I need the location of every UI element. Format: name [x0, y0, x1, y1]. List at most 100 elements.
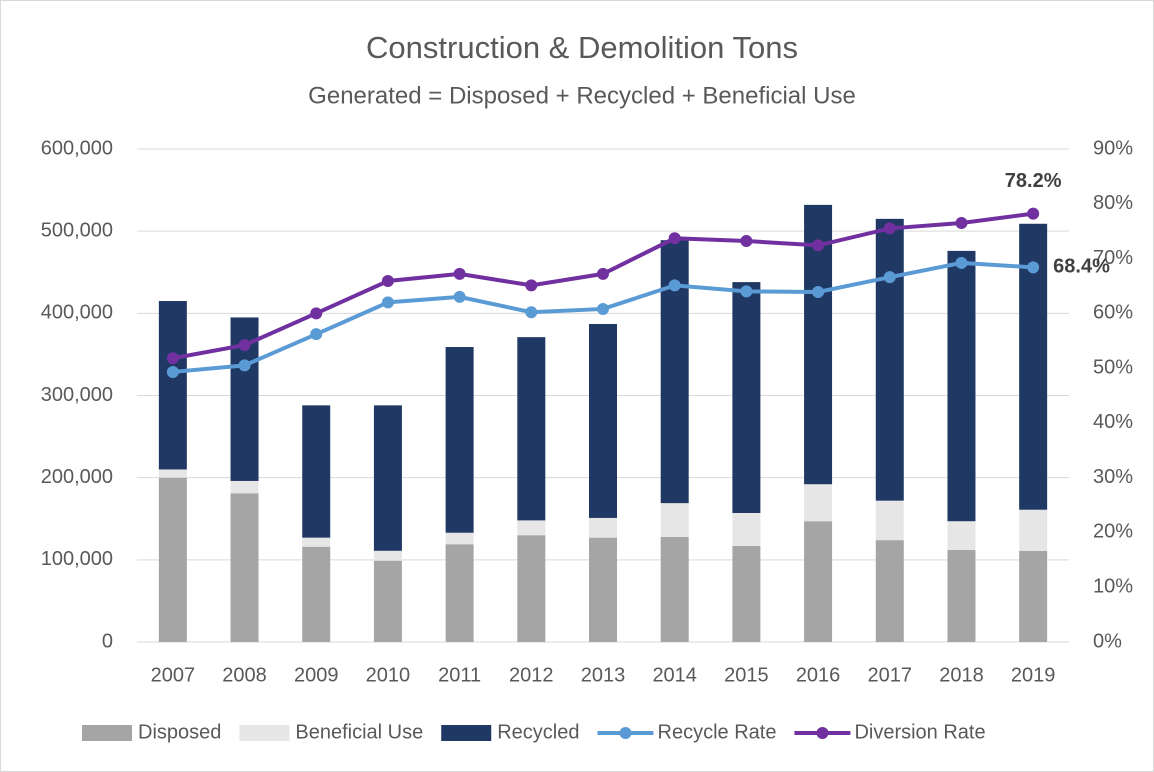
bar	[947, 549, 976, 642]
y-tick-label: 600,000	[41, 137, 113, 159]
bar	[589, 324, 617, 518]
legend-label: Recycled	[497, 721, 579, 743]
x-tick-label: 2010	[366, 664, 411, 686]
line-point	[166, 365, 179, 378]
bar	[230, 480, 259, 494]
bar	[875, 218, 904, 501]
line-point	[597, 267, 609, 280]
bar	[732, 545, 761, 642]
line-point	[1027, 261, 1040, 274]
bar	[875, 540, 904, 642]
line-point	[381, 275, 394, 288]
bar	[589, 537, 617, 642]
line-point	[238, 339, 251, 352]
y2-tick-label: 90%	[1093, 137, 1133, 159]
line-point	[310, 328, 323, 341]
bar	[804, 484, 833, 522]
x-tick-label: 2008	[222, 664, 267, 686]
bar	[373, 405, 402, 551]
bar	[947, 250, 976, 522]
line-point	[883, 271, 896, 284]
bar	[373, 560, 402, 642]
bar	[804, 204, 833, 485]
legend-swatch	[239, 725, 290, 741]
y2-tick-label: 0%	[1093, 630, 1122, 652]
data-label: 68.4%	[1053, 256, 1110, 278]
y2-tick-label: 70%	[1093, 247, 1133, 269]
legend-label: Beneficial Use	[295, 721, 423, 743]
bar	[660, 503, 689, 537]
bar	[230, 493, 259, 642]
line-point	[812, 285, 825, 298]
y2-tick-label: 20%	[1093, 521, 1133, 543]
line-point	[453, 290, 466, 303]
y2-tick-label: 10%	[1093, 576, 1133, 598]
x-tick-label: 2018	[939, 664, 984, 686]
legend-swatch	[619, 727, 632, 739]
legend-label: Recycle Rate	[658, 721, 777, 743]
line-point	[740, 235, 753, 248]
bar	[158, 469, 187, 478]
y2-tick-label: 60%	[1093, 302, 1133, 324]
x-tick-label: 2013	[581, 664, 626, 686]
line-point	[1027, 207, 1040, 220]
legend-swatch	[441, 725, 492, 741]
bar	[875, 500, 904, 541]
bar	[660, 536, 689, 642]
y-tick-label: 500,000	[41, 219, 113, 241]
bar	[302, 537, 331, 547]
bar	[302, 546, 331, 642]
bar	[445, 532, 474, 545]
legend-swatch	[82, 725, 132, 741]
bar	[302, 405, 331, 538]
data-label: 78.2%	[1005, 170, 1062, 192]
y-tick-label: 100,000	[41, 548, 113, 570]
bar	[589, 517, 617, 538]
legend-label: Diversion Rate	[854, 721, 985, 743]
x-tick-label: 2017	[868, 664, 913, 686]
line-point	[883, 222, 896, 235]
x-tick-label: 2015	[724, 664, 769, 686]
x-tick-label: 2019	[1011, 664, 1056, 686]
line-point	[812, 239, 825, 252]
line-point	[955, 216, 968, 229]
line-point	[238, 359, 251, 372]
bar	[158, 301, 187, 470]
x-tick-label: 2016	[796, 664, 841, 686]
x-tick-label: 2012	[509, 664, 554, 686]
bar	[1019, 550, 1048, 642]
line-point	[597, 302, 609, 315]
y-tick-label: 400,000	[41, 302, 113, 324]
bar	[445, 347, 474, 533]
chart-title: Construction & Demolition Tons	[366, 30, 798, 65]
y2-tick-label: 40%	[1093, 411, 1133, 433]
line-point	[525, 279, 538, 292]
y2-tick-label: 50%	[1093, 356, 1133, 378]
y2-tick-label: 30%	[1093, 466, 1133, 488]
y-tick-label: 200,000	[41, 466, 113, 488]
line-point	[310, 307, 323, 320]
bar	[158, 477, 187, 642]
bar	[732, 512, 761, 546]
bar	[517, 520, 546, 536]
line-point	[166, 352, 179, 365]
x-tick-label: 2009	[294, 664, 339, 686]
line-point	[453, 267, 466, 280]
y-tick-label: 300,000	[41, 384, 113, 406]
bar	[373, 550, 402, 561]
bar	[804, 521, 833, 642]
x-tick-label: 2007	[151, 664, 196, 686]
line-point	[740, 285, 753, 298]
line-point	[525, 306, 538, 319]
bar	[1019, 509, 1048, 551]
y-tick-label: 0	[102, 630, 113, 652]
legend-swatch	[816, 727, 829, 739]
line-point	[381, 296, 394, 309]
line-point	[668, 232, 681, 245]
bar	[947, 521, 976, 550]
bar	[732, 282, 761, 513]
x-tick-label: 2011	[438, 664, 481, 686]
bar	[517, 337, 546, 521]
bar	[517, 535, 546, 642]
